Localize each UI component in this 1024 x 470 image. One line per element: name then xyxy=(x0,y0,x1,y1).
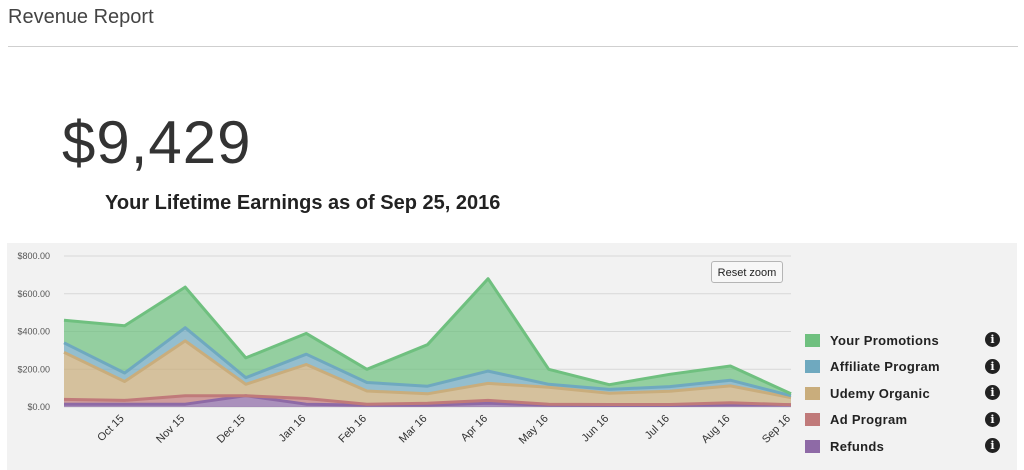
legend-label: Your Promotions xyxy=(830,332,939,348)
legend-swatch xyxy=(805,386,820,400)
line-affiliate-program[interactable] xyxy=(63,326,792,398)
legend-label: Udemy Organic xyxy=(830,385,930,401)
y-tick-label: $800.00 xyxy=(17,251,50,261)
info-icon[interactable]: i xyxy=(985,358,1000,374)
legend-item-udemy-organic[interactable]: Udemy Organic i xyxy=(805,380,1005,407)
legend-label: Ad Program xyxy=(830,412,908,428)
x-tick-label: Aug 16 xyxy=(699,413,732,446)
chart-legend: Your Promotions i Affiliate Program i Udemy … xyxy=(805,327,1005,460)
legend-swatch xyxy=(805,413,820,427)
line-your-promotions[interactable] xyxy=(63,277,792,396)
y-tick-label: $400.00 xyxy=(17,327,50,337)
x-tick-label: Mar 16 xyxy=(397,413,430,446)
x-tick-label: May 16 xyxy=(517,413,551,447)
info-icon[interactable]: i xyxy=(985,332,1000,347)
info-icon[interactable]: i xyxy=(985,411,1000,427)
revenue-chart[interactable]: $0.00 $200.00 $400.00 $600.00 $800.00 Oct 15… xyxy=(7,243,1017,470)
legend-swatch xyxy=(805,360,820,374)
x-tick-label: Sep 16 xyxy=(760,413,793,446)
info-icon[interactable]: i xyxy=(985,385,1000,400)
area-affiliate-program[interactable] xyxy=(64,327,791,398)
area-refunds[interactable] xyxy=(64,395,791,407)
line-udemy-organic[interactable] xyxy=(63,339,792,400)
y-tick-label: $600.00 xyxy=(17,289,50,299)
x-tick-label: Feb 16 xyxy=(336,413,369,446)
lifetime-earnings-amount: $9,429 xyxy=(62,109,252,176)
x-tick-label: Nov 15 xyxy=(154,413,187,446)
x-tick-label: Jul 16 xyxy=(643,413,672,442)
revenue-chart-panel[interactable]: $0.00 $200.00 $400.00 $600.00 $800.00 Oct 15… xyxy=(7,243,1017,470)
legend-item-refunds[interactable]: Refunds i xyxy=(805,433,1005,460)
y-axis-labels: $0.00 $200.00 $400.00 $600.00 $800.00 xyxy=(17,251,50,412)
legend-item-ad-program[interactable]: Ad Program i xyxy=(805,407,1005,434)
legend-swatch xyxy=(805,439,820,453)
chart-series-lines[interactable] xyxy=(63,277,792,407)
line-ad-program[interactable] xyxy=(63,394,792,407)
x-tick-label: Jan 16 xyxy=(277,413,309,445)
y-tick-label: $200.00 xyxy=(17,364,50,374)
x-axis-labels: Oct 15 Nov 15 Dec 15 Jan 16 Feb 16 Mar 16 Apr … xyxy=(95,413,793,447)
area-your-promotions[interactable] xyxy=(64,278,791,396)
legend-label: Affiliate Program xyxy=(830,359,940,375)
reset-zoom-button[interactable]: Reset zoom xyxy=(711,261,783,283)
x-tick-label: Apr 16 xyxy=(459,413,490,444)
legend-item-affiliate-program[interactable]: Affiliate Program i xyxy=(805,354,1005,381)
x-tick-label: Dec 15 xyxy=(215,413,248,446)
legend-label: Refunds xyxy=(830,438,885,454)
title-divider xyxy=(8,46,1018,47)
lifetime-earnings-caption: Your Lifetime Earnings as of Sep 25, 201… xyxy=(105,192,501,214)
page-title: Revenue Report xyxy=(8,6,154,28)
legend-swatch xyxy=(805,333,820,347)
y-tick-label: $0.00 xyxy=(27,402,50,412)
x-tick-label: Oct 15 xyxy=(95,413,126,444)
legend-item-your-promotions[interactable]: Your Promotions i xyxy=(805,327,1005,354)
info-icon[interactable]: i xyxy=(985,438,1000,453)
area-udemy-organic[interactable] xyxy=(64,340,791,405)
x-tick-label: Jun 16 xyxy=(580,413,612,445)
